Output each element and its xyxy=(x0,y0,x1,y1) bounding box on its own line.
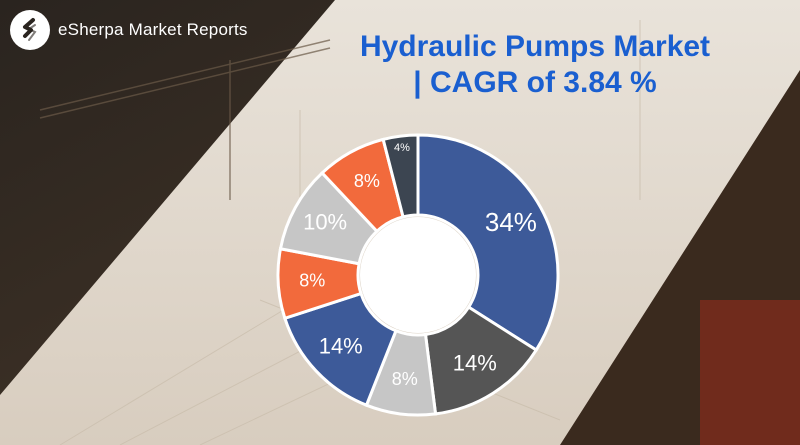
donut-slice-label-6: 10% xyxy=(303,210,347,235)
chart-title-line-1: Hydraulic Pumps Market xyxy=(359,30,711,63)
chart-title-line-2: | CAGR of 3.84 % xyxy=(413,66,657,99)
donut-slice-label-8: 4% xyxy=(394,142,410,154)
donut-slice-label-2: 14% xyxy=(453,350,497,375)
donut-slice-8 xyxy=(381,133,420,219)
donut-slice-label-1: 34% xyxy=(485,207,537,237)
donut-hole xyxy=(360,217,476,333)
donut-slice-label-5: 8% xyxy=(299,270,325,290)
brand: eSherpa Market Reports xyxy=(10,10,248,50)
brand-name: eSherpa Market Reports xyxy=(58,20,248,39)
donut-slice-1 xyxy=(416,133,560,353)
donut-slice-label-7: 8% xyxy=(354,171,380,191)
donut-slice-label-3: 8% xyxy=(392,369,418,389)
donut-chart: 34% 14% 8% 14% 8% 10% 8% 4% xyxy=(276,133,560,417)
donut-slice-label-4: 14% xyxy=(319,333,363,358)
esherpa-logo-icon xyxy=(10,10,50,50)
